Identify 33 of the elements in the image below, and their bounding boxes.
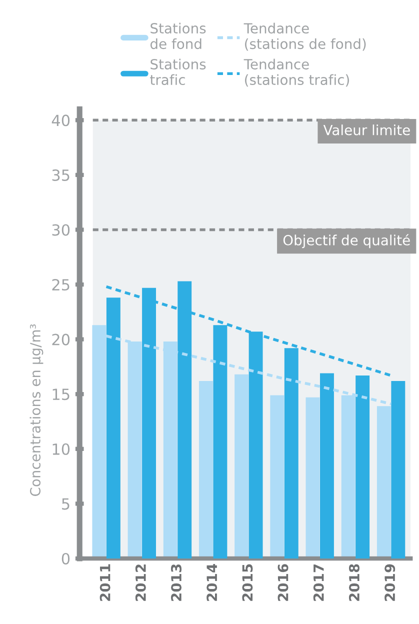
y-tick-label: 20 [52,334,70,346]
y-tick-label: 5 [62,498,70,510]
y-tick-label: 35 [52,169,70,181]
y-tick-label: 25 [52,278,70,291]
legend-label: Tendance (stations de fond) [244,22,366,51]
bar [391,380,406,558]
legend-label: Stations trafic [150,58,206,86]
bar [234,374,249,558]
bar [106,298,120,558]
x-tick-label: 2016 [278,564,288,601]
y-tick-label: 10 [52,443,70,455]
x-tick-label: 2013 [171,564,182,601]
x-tick-label: 2011 [100,564,110,601]
bar [306,397,320,558]
y-tick-label: 15 [52,388,70,400]
bar [198,380,213,558]
x-tick-label: 2014 [206,564,218,601]
legend-label: Stations de fond [150,22,206,50]
ref-line-label: Valeur limite [323,124,410,136]
x-tick-label: 2018 [348,564,360,601]
ref-line-label: Objectif de qualité [283,234,410,248]
y-axis-title: Concentrations en µg/m³ [30,324,44,496]
y-tick-label: 0 [62,552,70,564]
x-tick-label: 2015 [242,564,253,601]
x-tick-label: 2017 [313,564,324,601]
bar [320,373,334,558]
bar [270,395,284,558]
bar [356,375,370,558]
y-tick-label: 40 [52,114,70,126]
x-tick-label: 2012 [135,564,146,601]
y-tick-label: 30 [52,224,70,236]
x-tick-label: 2019 [384,564,396,601]
legend-label: Tendance (stations trafic) [244,58,349,87]
